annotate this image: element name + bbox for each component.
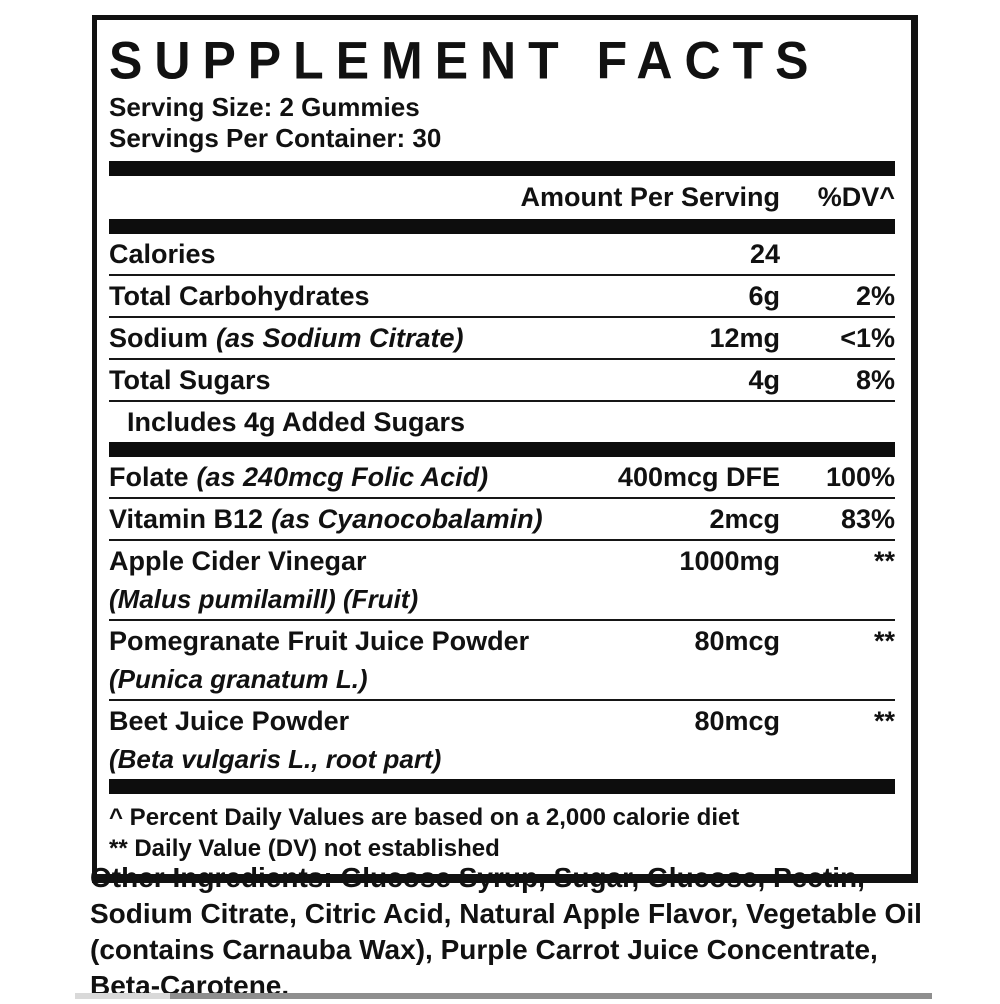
nutrient-row-added-sugars: Includes 4g Added Sugars [109,402,895,442]
nutrient-amount: 400mcg DFE [617,462,780,492]
nutrient-amount: 6g [748,281,780,311]
column-header-dv: %DV^ [817,182,895,212]
bottom-edge-strip [170,993,932,999]
nutrient-name: Total Carbohydrates [109,281,370,311]
nutrient-row-sodium: Sodium (as Sodium Citrate) 12mg <1% [109,318,895,360]
nutrient-row-total-sugars: Total Sugars 4g 8% [109,360,895,402]
nutrient-name: Total Sugars [109,365,271,395]
nutrient-dv: ** [873,706,895,736]
nutrient-latin-name: (Beta vulgaris L., root part) [109,744,442,774]
nutrient-dv: 2% [855,281,895,311]
separator-bar [109,442,895,457]
supplement-facts-panel: SUPPLEMENT FACTS Serving Size: 2 Gummies… [92,15,918,883]
nutrient-dv: 100% [825,462,895,492]
footnote-daily-values: ^ Percent Daily Values are based on a 2,… [109,804,740,831]
separator-bar [109,219,895,234]
column-header-amount: Amount Per Serving [520,182,780,212]
separator-bar [109,779,895,794]
nutrient-amount: 1000mg [679,546,780,576]
nutrient-amount: 80mcg [694,626,780,656]
nutrient-amount: 80mcg [694,706,780,736]
nutrient-name-detail: (as 240mcg Folic Acid) [196,462,489,492]
nutrient-name: Apple Cider Vinegar (Malus pumilamill) (… [109,546,419,614]
nutrient-amount: 4g [748,365,780,395]
footnote-dv-not-established: ** Daily Value (DV) not established [109,835,500,862]
nutrient-name: Folate (as 240mcg Folic Acid) [109,462,489,492]
nutrient-dv: ** [873,626,895,656]
bottom-edge-strip [75,993,170,999]
serving-size: Serving Size: 2 Gummies [109,92,420,122]
nutrient-name: Includes 4g Added Sugars [127,407,466,437]
nutrient-amount: 2mcg [709,504,780,534]
nutrient-name: Pomegranate Fruit Juice Powder (Punica g… [109,626,530,694]
nutrient-name: Beet Juice Powder (Beta vulgaris L., roo… [109,706,442,774]
nutrient-amount: 12mg [709,323,780,353]
nutrient-amount: 24 [749,239,780,269]
nutrient-latin-name: (Malus pumilamill) (Fruit) [109,584,419,614]
nutrient-row-beet-juice: Beet Juice Powder (Beta vulgaris L., roo… [109,701,895,779]
nutrient-dv: 83% [840,504,895,534]
nutrient-row-pomegranate: Pomegranate Fruit Juice Powder (Punica g… [109,621,895,701]
other-ingredients: Other Ingredients: Glucose Syrup, Sugar,… [90,860,928,1004]
nutrient-row-total-carbohydrates: Total Carbohydrates 6g 2% [109,276,895,318]
column-header-row: Amount Per Serving %DV^ [109,176,895,219]
nutrient-name: Vitamin B12 (as Cyanocobalamin) [109,504,543,534]
nutrient-row-vitamin-b12: Vitamin B12 (as Cyanocobalamin) 2mcg 83% [109,499,895,541]
nutrient-row-apple-cider-vinegar: Apple Cider Vinegar (Malus pumilamill) (… [109,541,895,621]
nutrient-latin-name: (Punica granatum L.) [109,664,368,694]
nutrient-dv: 8% [855,365,895,395]
nutrient-dv: ** [873,546,895,576]
nutrient-row-folate: Folate (as 240mcg Folic Acid) 400mcg DFE … [109,457,895,499]
nutrient-row-calories: Calories 24 [109,234,895,276]
nutrient-name-detail: (as Cyanocobalamin) [271,504,543,534]
panel-title: SUPPLEMENT FACTS [109,31,821,90]
separator-bar [109,161,895,176]
nutrient-name-detail: (as Sodium Citrate) [216,323,464,353]
footnotes: ^ Percent Daily Values are based on a 2,… [109,802,895,864]
nutrient-name: Sodium (as Sodium Citrate) [109,323,464,353]
nutrient-name: Calories [109,239,216,269]
other-ingredients-label: Other Ingredients: [90,862,333,893]
nutrient-dv: <1% [840,323,895,353]
servings-per-container: Servings Per Container: 30 [109,123,442,153]
